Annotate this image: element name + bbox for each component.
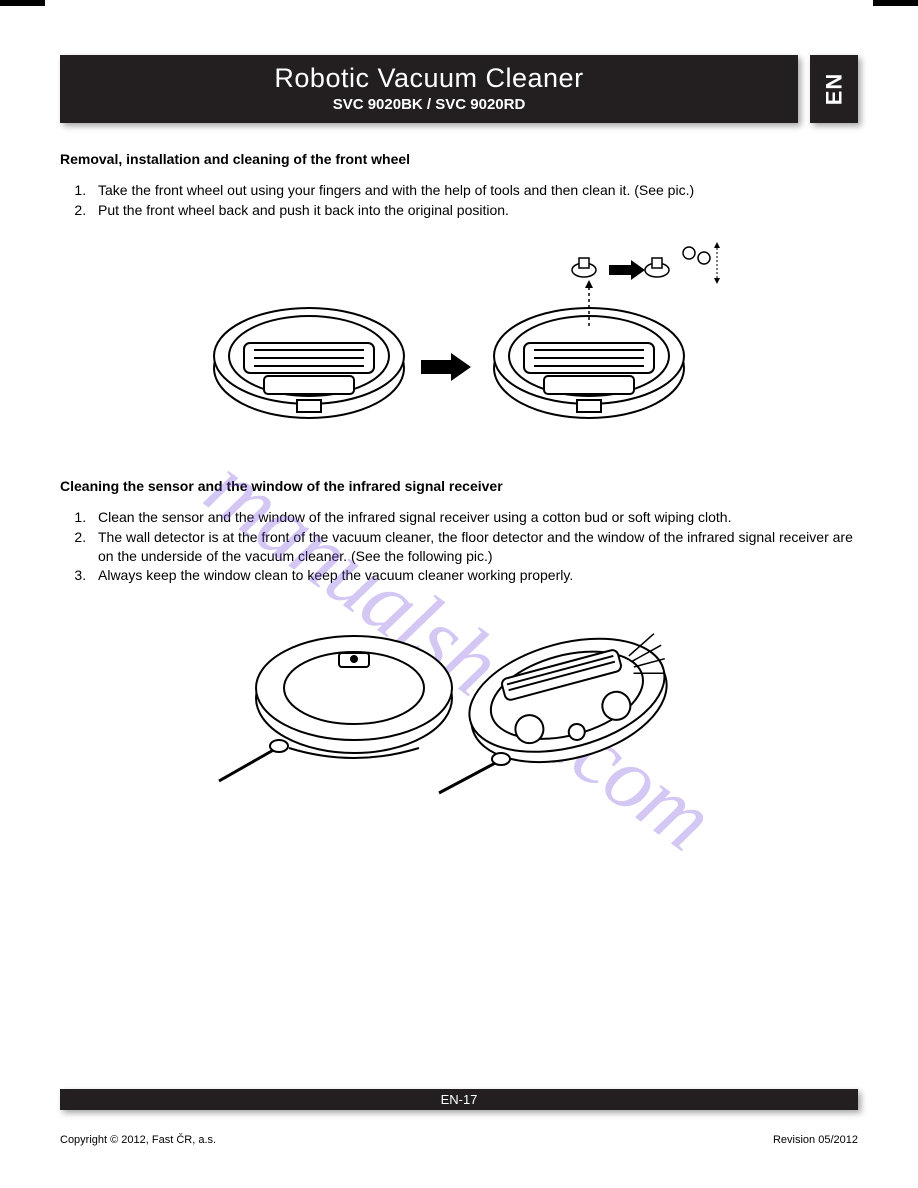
list-item: The wall detector is at the front of the… <box>90 528 858 566</box>
header-row: Robotic Vacuum Cleaner SVC 9020BK / SVC … <box>60 55 858 123</box>
lang-label: EN <box>821 73 847 106</box>
figure-front-wheel <box>60 238 858 448</box>
header-subtitle: SVC 9020BK / SVC 9020RD <box>70 96 788 113</box>
header-title: Robotic Vacuum Cleaner <box>70 63 788 94</box>
instruction-list: Clean the sensor and the window of the i… <box>60 508 858 586</box>
crop-mark <box>0 0 45 6</box>
section-heading: Cleaning the sensor and the window of th… <box>60 478 858 494</box>
list-item: Clean the sensor and the window of the i… <box>90 508 858 527</box>
page-number: EN-17 <box>441 1092 478 1107</box>
section-heading: Removal, installation and cleaning of th… <box>60 151 858 167</box>
list-item: Put the front wheel back and push it bac… <box>90 201 858 220</box>
instruction-list: Take the front wheel out using your fing… <box>60 181 858 220</box>
lang-tab: EN <box>810 55 858 123</box>
figure-sensor-cleaning <box>60 603 858 813</box>
revision-text: Revision 05/2012 <box>773 1134 858 1146</box>
list-item: Always keep the window clean to keep the… <box>90 566 858 585</box>
list-item: Take the front wheel out using your fing… <box>90 181 858 200</box>
crop-mark <box>873 0 918 6</box>
copyright-text: Copyright © 2012, Fast ČR, a.s. <box>60 1134 216 1146</box>
page-number-bar: EN-17 <box>60 1089 858 1110</box>
header-main: Robotic Vacuum Cleaner SVC 9020BK / SVC … <box>60 55 798 123</box>
footer-row: Copyright © 2012, Fast ČR, a.s. Revision… <box>60 1134 858 1146</box>
